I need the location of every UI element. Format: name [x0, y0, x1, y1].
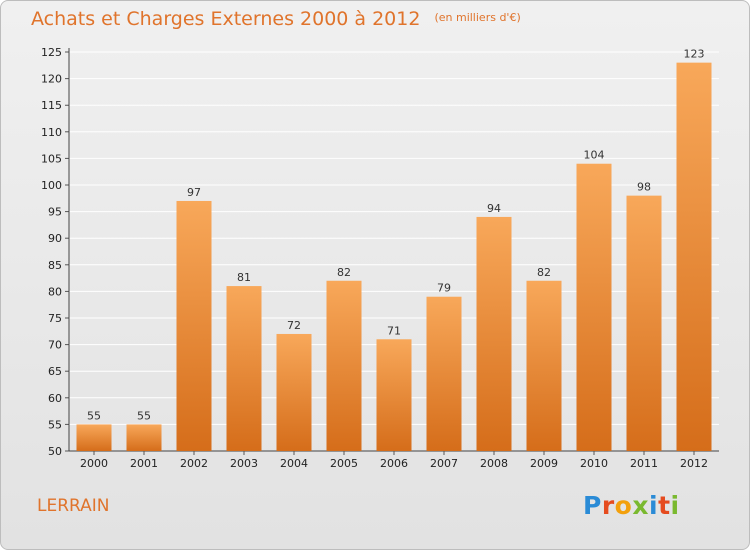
brand-letter: i: [670, 491, 680, 520]
bar-2012: [676, 62, 712, 451]
chart-title: Achats et Charges Externes 2000 à 2012 (e…: [31, 8, 521, 30]
bar-2004: [276, 333, 312, 451]
bar-2005: [326, 280, 362, 451]
data-label-2007: 79: [437, 282, 451, 295]
bar-2011: [626, 195, 662, 451]
data-label-2004: 72: [287, 319, 301, 332]
x-tick-label: 2000: [80, 457, 108, 470]
bar-2007: [426, 296, 462, 451]
bar-2001: [126, 424, 162, 451]
chart-unit: (en milliers d'€): [434, 11, 521, 24]
y-tick-label: 100: [41, 179, 62, 192]
y-tick-label: 80: [48, 285, 62, 298]
bar-2009: [526, 280, 562, 451]
data-label-2012: 123: [684, 48, 705, 61]
x-tick-label: 2012: [680, 457, 708, 470]
data-label-2009: 82: [537, 266, 551, 279]
y-tick-label: 55: [48, 418, 62, 431]
data-label-2008: 94: [487, 202, 501, 215]
x-tick-label: 2002: [180, 457, 208, 470]
y-tick-label: 65: [48, 365, 62, 378]
data-label-2002: 97: [187, 186, 201, 199]
y-tick-label: 60: [48, 392, 62, 405]
bars: [76, 62, 712, 451]
data-label-2000: 55: [87, 409, 101, 422]
axes: 50 55 60 65 70 75 80 85 90 95 100 105 110 115 120 125 20…: [41, 46, 719, 470]
brand-letter: i: [649, 491, 659, 520]
brand-letter: r: [601, 491, 615, 520]
chart-title-text: Achats et Charges Externes 2000 à 2012: [31, 8, 421, 30]
x-tick-label: 2010: [580, 457, 608, 470]
x-tick-label: 2001: [130, 457, 158, 470]
brand-letter: P: [583, 491, 602, 520]
bar-2003: [226, 286, 262, 451]
x-tick-label: 2006: [380, 457, 408, 470]
y-tick-label: 90: [48, 232, 62, 245]
data-label-2006: 71: [387, 324, 401, 337]
y-tick-label: 105: [41, 152, 62, 165]
bar-2008: [476, 216, 512, 451]
y-tick-label: 85: [48, 259, 62, 272]
brand-letter: o: [614, 491, 633, 520]
x-tick-label: 2005: [330, 457, 358, 470]
data-labels: 55 55 97 81 72 82 71 79 94 82 104 98 123: [87, 48, 705, 423]
y-tick-label: 70: [48, 339, 62, 352]
x-tick-label: 2007: [430, 457, 458, 470]
y-tick-label: 115: [41, 99, 62, 112]
bar-2002: [176, 200, 212, 451]
x-tick-label: 2011: [630, 457, 658, 470]
brand-letter: t: [658, 491, 671, 520]
data-label-2001: 55: [137, 409, 151, 422]
place-name: LERRAIN: [37, 496, 110, 516]
y-tick-label: 120: [41, 73, 62, 86]
data-label-2005: 82: [337, 266, 351, 279]
bar-2000: [76, 424, 112, 451]
x-tick-label: 2009: [530, 457, 558, 470]
data-label-2003: 81: [237, 271, 251, 284]
y-tick-label: 125: [41, 46, 62, 59]
data-label-2011: 98: [637, 181, 651, 194]
brand-logo: Proxiti: [583, 491, 680, 520]
bar-2006: [376, 339, 412, 451]
x-tick-label: 2004: [280, 457, 308, 470]
x-tick-label: 2008: [480, 457, 508, 470]
y-tick-label: 95: [48, 206, 62, 219]
data-label-2010: 104: [584, 149, 605, 162]
y-tick-label: 75: [48, 312, 62, 325]
y-tick-label: 110: [41, 126, 62, 139]
x-tick-label: 2003: [230, 457, 258, 470]
brand-letter: x: [632, 491, 649, 520]
bar-2010: [576, 163, 612, 451]
y-tick-label: 50: [48, 445, 62, 458]
